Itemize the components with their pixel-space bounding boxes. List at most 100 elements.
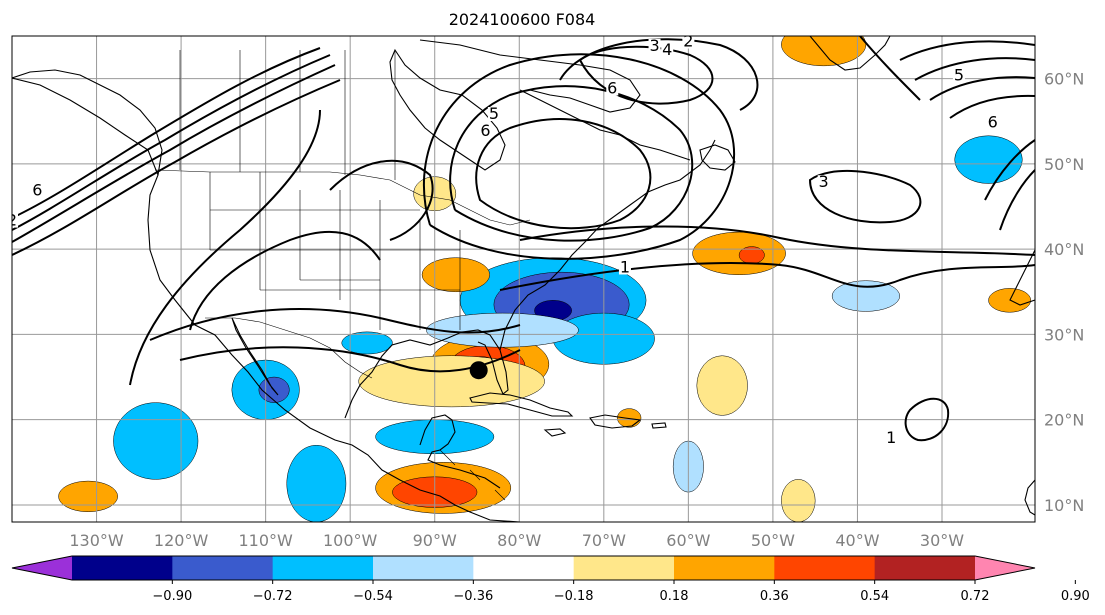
colorbar-extend-high	[975, 556, 1035, 580]
longitude-tick-label: 50°W	[751, 531, 795, 550]
contour-label: 2	[7, 211, 17, 230]
puerto-rico-coast	[651, 422, 667, 429]
state-borders	[209, 172, 461, 330]
longitude-tick-label: 70°W	[582, 531, 626, 550]
colorbar-segment	[373, 556, 474, 580]
longitude-tick-labels: 130°W 120°W 110°W 100°W 90°W 80°W 70°W 60°W 50°W…	[69, 531, 964, 550]
colorbar-segment	[874, 556, 976, 580]
anomaly-contour-fill-12	[954, 135, 1023, 184]
contour-label: 2	[683, 32, 693, 51]
baja-coast	[231, 317, 279, 396]
colorbar-tick-label: −0.90	[152, 589, 192, 604]
height-contour-lines	[12, 36, 1035, 442]
colorbar-segment	[573, 556, 675, 580]
contour-label-background	[618, 260, 631, 275]
storm-center-marker	[469, 361, 488, 380]
anomaly-contour-fill-27	[781, 479, 816, 522]
contour-label-background	[606, 81, 619, 96]
contour-label: 5	[489, 104, 499, 123]
us-mexico-border	[205, 317, 373, 379]
east-coast	[499, 139, 716, 351]
latitude-tick-label: 40°N	[1044, 240, 1084, 259]
contour-label: 6	[32, 181, 42, 200]
north-america-coastline	[12, 77, 521, 522]
anomaly-contour-fill-22	[696, 355, 748, 416]
contour-label: 6	[607, 78, 617, 97]
colorbar-tick-label: 0.72	[961, 589, 990, 604]
colorbar-segment	[172, 556, 274, 580]
anomaly-contour-fill-29	[341, 331, 393, 355]
latitude-tick-label: 50°N	[1044, 155, 1084, 174]
colorbar-tick-label: 0.54	[860, 589, 889, 604]
anomaly-contour-fill-18	[286, 445, 347, 522]
colorbar-tick-label: 0.90	[1061, 589, 1090, 604]
colorbar-extend-low	[12, 556, 72, 580]
colorbar-segment	[72, 556, 173, 580]
hudson-bay-coast	[389, 48, 506, 171]
colorbar-tick-label: −0.72	[253, 589, 293, 604]
colorbar-tick-label: −0.18	[554, 589, 594, 604]
contour-label: 3	[649, 36, 659, 55]
longitude-tick-label: 40°W	[835, 531, 879, 550]
anomaly-contour-fill-11	[781, 36, 867, 67]
newfoundland-coast	[699, 144, 736, 171]
cuba-coast	[469, 392, 574, 417]
longitude-tick-label: 120°W	[154, 531, 209, 550]
hispaniola-coast	[589, 414, 642, 429]
africa-coast	[1024, 479, 1035, 516]
contour-label-background	[479, 124, 492, 139]
colorbar-outline	[11, 555, 1036, 581]
yucatan-coast	[419, 414, 501, 489]
contour-label-background	[12, 213, 18, 228]
colorbar-tick-label: 0.36	[760, 589, 789, 604]
anomaly-contour-fill-17	[113, 402, 199, 480]
jamaica-coast	[543, 428, 567, 437]
labrador-coast	[519, 89, 691, 161]
contour-label: 1	[620, 257, 630, 276]
contour-label-background	[952, 68, 965, 83]
contour-label-background	[986, 115, 999, 130]
gulf-coast	[344, 329, 509, 419]
central-america-borders	[439, 449, 506, 501]
latitude-tick-label: 60°N	[1044, 70, 1084, 89]
contour-label-background	[31, 183, 44, 198]
contour-label-background	[487, 107, 500, 121]
colorbar-segment	[473, 556, 575, 580]
longitude-tick-label: 90°W	[413, 531, 457, 550]
contour-label: 1	[886, 428, 896, 447]
latitude-tick-label: 30°N	[1044, 325, 1084, 344]
contour-label: 3	[819, 172, 829, 191]
arctic-islands	[419, 39, 641, 113]
colorbar-tick-label: −0.36	[453, 589, 493, 604]
colorbar-tick-label: −0.54	[353, 589, 393, 604]
contour-label: 5	[954, 66, 964, 85]
longitude-tick-label: 30°W	[920, 531, 964, 550]
anomaly-contour-fill-24	[831, 280, 900, 312]
colorbar-segment	[272, 556, 374, 580]
figure-title: 2024100600 F084	[449, 10, 596, 29]
colorbar-segment	[674, 556, 775, 580]
map-frame	[11, 35, 1036, 523]
contour-label-background	[682, 36, 695, 49]
longitude-tick-label: 80°W	[497, 531, 541, 550]
longitude-tick-label: 110°W	[238, 531, 293, 550]
anomaly-contour-fill-14	[421, 257, 490, 293]
anomaly-contour-fill-3	[358, 355, 545, 408]
graticule-gridlines	[12, 36, 1035, 522]
latitude-tick-label: 20°N	[1044, 411, 1084, 430]
latitude-tick-labels: 60°N 50°N 40°N 30°N 20°N 10°N	[1044, 70, 1084, 515]
longitude-tick-label: 60°W	[666, 531, 710, 550]
alaska-coast	[12, 69, 163, 176]
contour-label: 6	[480, 121, 490, 140]
contour-label: 6	[988, 113, 998, 132]
colorbar-segment	[774, 556, 876, 580]
contour-label-background	[648, 38, 661, 53]
greenland-coast	[809, 36, 891, 71]
contour-labels: 22665634231165	[7, 32, 999, 447]
colorbar-tick-label: 0.18	[660, 589, 689, 604]
contour-label: 4	[662, 40, 672, 59]
contour-label-background	[885, 431, 898, 445]
anomaly-contour-fill-28	[617, 408, 642, 428]
anomaly-contour-fill-23	[58, 480, 118, 513]
